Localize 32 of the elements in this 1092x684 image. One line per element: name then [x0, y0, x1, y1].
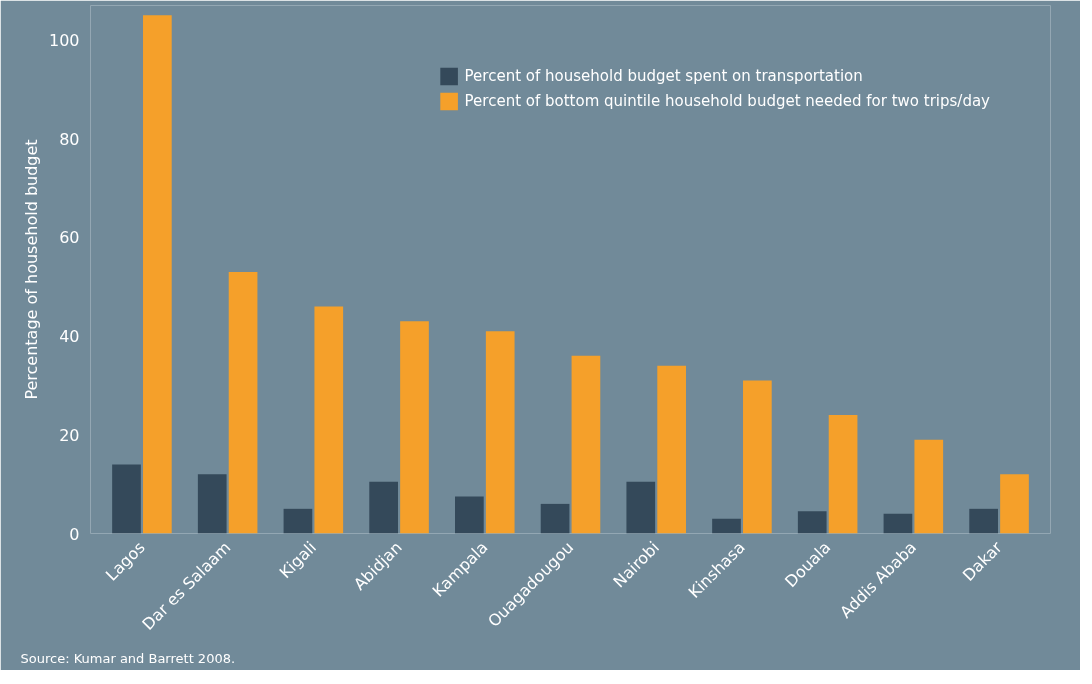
legend-label: Percent of household budget spent on transportation	[464, 67, 863, 85]
bar	[657, 365, 686, 534]
bar	[197, 474, 227, 534]
bar	[828, 415, 858, 534]
bar	[571, 355, 601, 534]
bar	[143, 15, 172, 534]
bar	[112, 464, 141, 534]
bar	[969, 508, 998, 534]
bar	[314, 306, 344, 534]
y-tick-label: 0	[69, 524, 80, 544]
y-tick-label: 20	[59, 425, 80, 445]
bar	[712, 518, 741, 534]
bar	[1000, 474, 1029, 534]
y-tick-label: 40	[59, 327, 80, 347]
bar	[743, 380, 772, 534]
bar	[797, 511, 827, 534]
bar	[455, 496, 484, 534]
bar	[540, 503, 570, 534]
y-tick-label: 60	[59, 228, 80, 248]
legend-label: Percent of bottom quintile household budget needed for two trips/day	[464, 92, 990, 110]
y-axis-title: Percentage of household budget	[21, 139, 41, 400]
y-tick-label: 100	[48, 31, 80, 51]
bar	[485, 331, 515, 534]
bar	[228, 271, 258, 534]
bar	[626, 481, 656, 534]
bar	[400, 321, 429, 534]
bar	[369, 481, 398, 534]
bar	[914, 439, 944, 534]
bar	[883, 513, 913, 534]
y-tick-label: 80	[59, 129, 80, 149]
bar	[283, 508, 313, 534]
source-note: Source: Kumar and Barrett 2008.	[20, 650, 236, 666]
